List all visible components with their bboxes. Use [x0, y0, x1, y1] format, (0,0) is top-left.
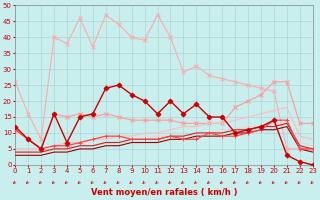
X-axis label: Vent moyen/en rafales ( km/h ): Vent moyen/en rafales ( km/h )	[91, 188, 237, 197]
